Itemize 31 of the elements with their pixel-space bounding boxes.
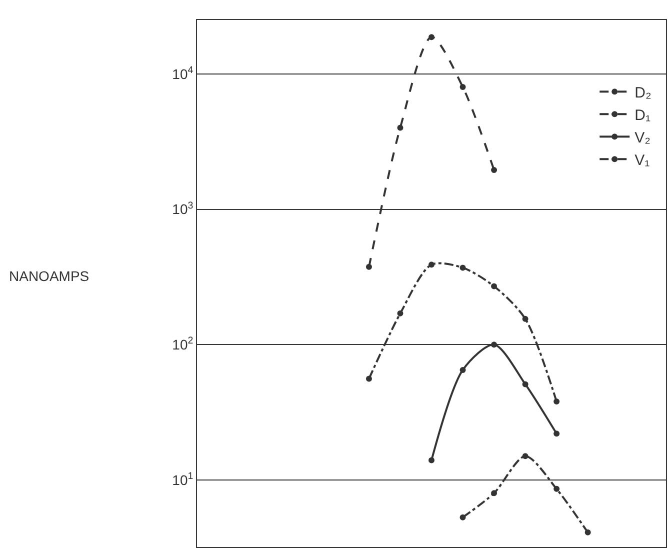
legend-label: D₁ xyxy=(634,107,651,124)
point xyxy=(491,490,498,496)
point xyxy=(428,457,434,464)
point xyxy=(460,264,466,271)
point xyxy=(397,124,404,131)
legend-label: V₁ xyxy=(634,152,650,169)
point xyxy=(491,283,498,290)
point xyxy=(460,366,466,373)
point xyxy=(554,398,560,405)
point xyxy=(491,166,498,173)
point xyxy=(460,514,466,520)
y-tick-label: 10$^{1}$ xyxy=(172,471,194,488)
point xyxy=(491,342,498,348)
point xyxy=(522,453,528,460)
point xyxy=(397,310,404,316)
point xyxy=(584,529,591,536)
y-tick-label: 10$^{3}$ xyxy=(172,200,194,218)
point xyxy=(366,264,372,270)
point xyxy=(428,34,434,40)
point xyxy=(554,430,560,437)
point xyxy=(460,84,466,90)
text: NANOAMPS xyxy=(9,268,90,284)
point xyxy=(554,486,560,492)
legend-label: D₂ xyxy=(634,84,652,102)
y-tick-label: 10$^{2}$ xyxy=(172,336,194,353)
point xyxy=(366,376,372,382)
point xyxy=(522,381,528,388)
y-tick-label: 10$^{4}$ xyxy=(172,64,194,82)
point xyxy=(522,316,528,322)
legend-label: V₂ xyxy=(634,130,651,146)
point xyxy=(428,262,434,268)
